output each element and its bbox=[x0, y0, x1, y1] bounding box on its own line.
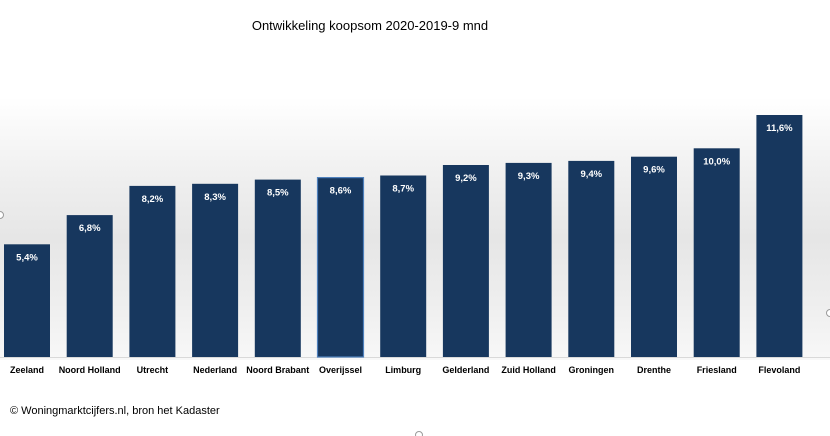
chart-title: Ontwikkeling koopsom 2020-2019-9 mnd bbox=[251, 18, 489, 33]
x-tick-label: Zuid Holland bbox=[501, 365, 556, 375]
bar-gelderland[interactable] bbox=[442, 165, 489, 357]
x-tick-label: Friesland bbox=[697, 365, 737, 375]
x-tick-label: Utrecht bbox=[137, 365, 169, 375]
bar-drenthe[interactable] bbox=[631, 156, 677, 357]
resize-handle-bottom-icon[interactable] bbox=[415, 431, 423, 436]
data-label: 9,2% bbox=[455, 173, 477, 184]
x-tick-label: Limburg bbox=[385, 365, 421, 375]
data-label: 8,7% bbox=[392, 184, 414, 195]
bar-flevoland[interactable] bbox=[756, 115, 803, 357]
data-label: 8,2% bbox=[142, 194, 164, 205]
data-label: 8,3% bbox=[204, 192, 226, 203]
resize-handle-right-icon[interactable] bbox=[826, 309, 830, 317]
data-label: 6,8% bbox=[79, 223, 101, 234]
data-label: 10,0% bbox=[703, 156, 730, 167]
x-tick-label: Nederland bbox=[193, 365, 237, 375]
source-note: © Woningmarktcijfers.nl, bron het Kadast… bbox=[10, 405, 220, 417]
x-tick-label: Overijssel bbox=[319, 365, 362, 375]
x-tick-label: Gelderland bbox=[442, 365, 489, 375]
x-tick-label: Groningen bbox=[569, 365, 615, 375]
data-label: 8,6% bbox=[330, 186, 352, 197]
bar-friesland[interactable] bbox=[693, 148, 740, 357]
data-label: 11,6% bbox=[766, 123, 793, 134]
bar-overijssel[interactable] bbox=[316, 177, 365, 358]
data-label: 9,4% bbox=[580, 169, 602, 180]
x-tick-label: Noord Brabant bbox=[246, 365, 309, 375]
bar-zuid-holland[interactable] bbox=[505, 162, 552, 357]
data-label: 9,6% bbox=[643, 165, 665, 176]
bar-nederland[interactable] bbox=[192, 183, 239, 357]
data-label: 9,3% bbox=[518, 171, 540, 182]
data-label: 8,5% bbox=[267, 188, 289, 199]
data-label: 5,4% bbox=[16, 252, 38, 263]
bar-groningen[interactable] bbox=[568, 160, 615, 357]
bar-noord-brabant[interactable] bbox=[254, 179, 301, 357]
bar-utrecht[interactable] bbox=[129, 185, 176, 357]
x-tick-label: Drenthe bbox=[637, 365, 671, 375]
bar-zeeland[interactable] bbox=[4, 244, 50, 357]
bar-noord-holland[interactable] bbox=[66, 215, 113, 357]
bar-limburg[interactable] bbox=[380, 175, 427, 358]
x-tick-label: Zeeland bbox=[10, 365, 44, 375]
x-tick-label: Flevoland bbox=[758, 365, 800, 375]
x-tick-label: Noord Holland bbox=[59, 365, 121, 375]
